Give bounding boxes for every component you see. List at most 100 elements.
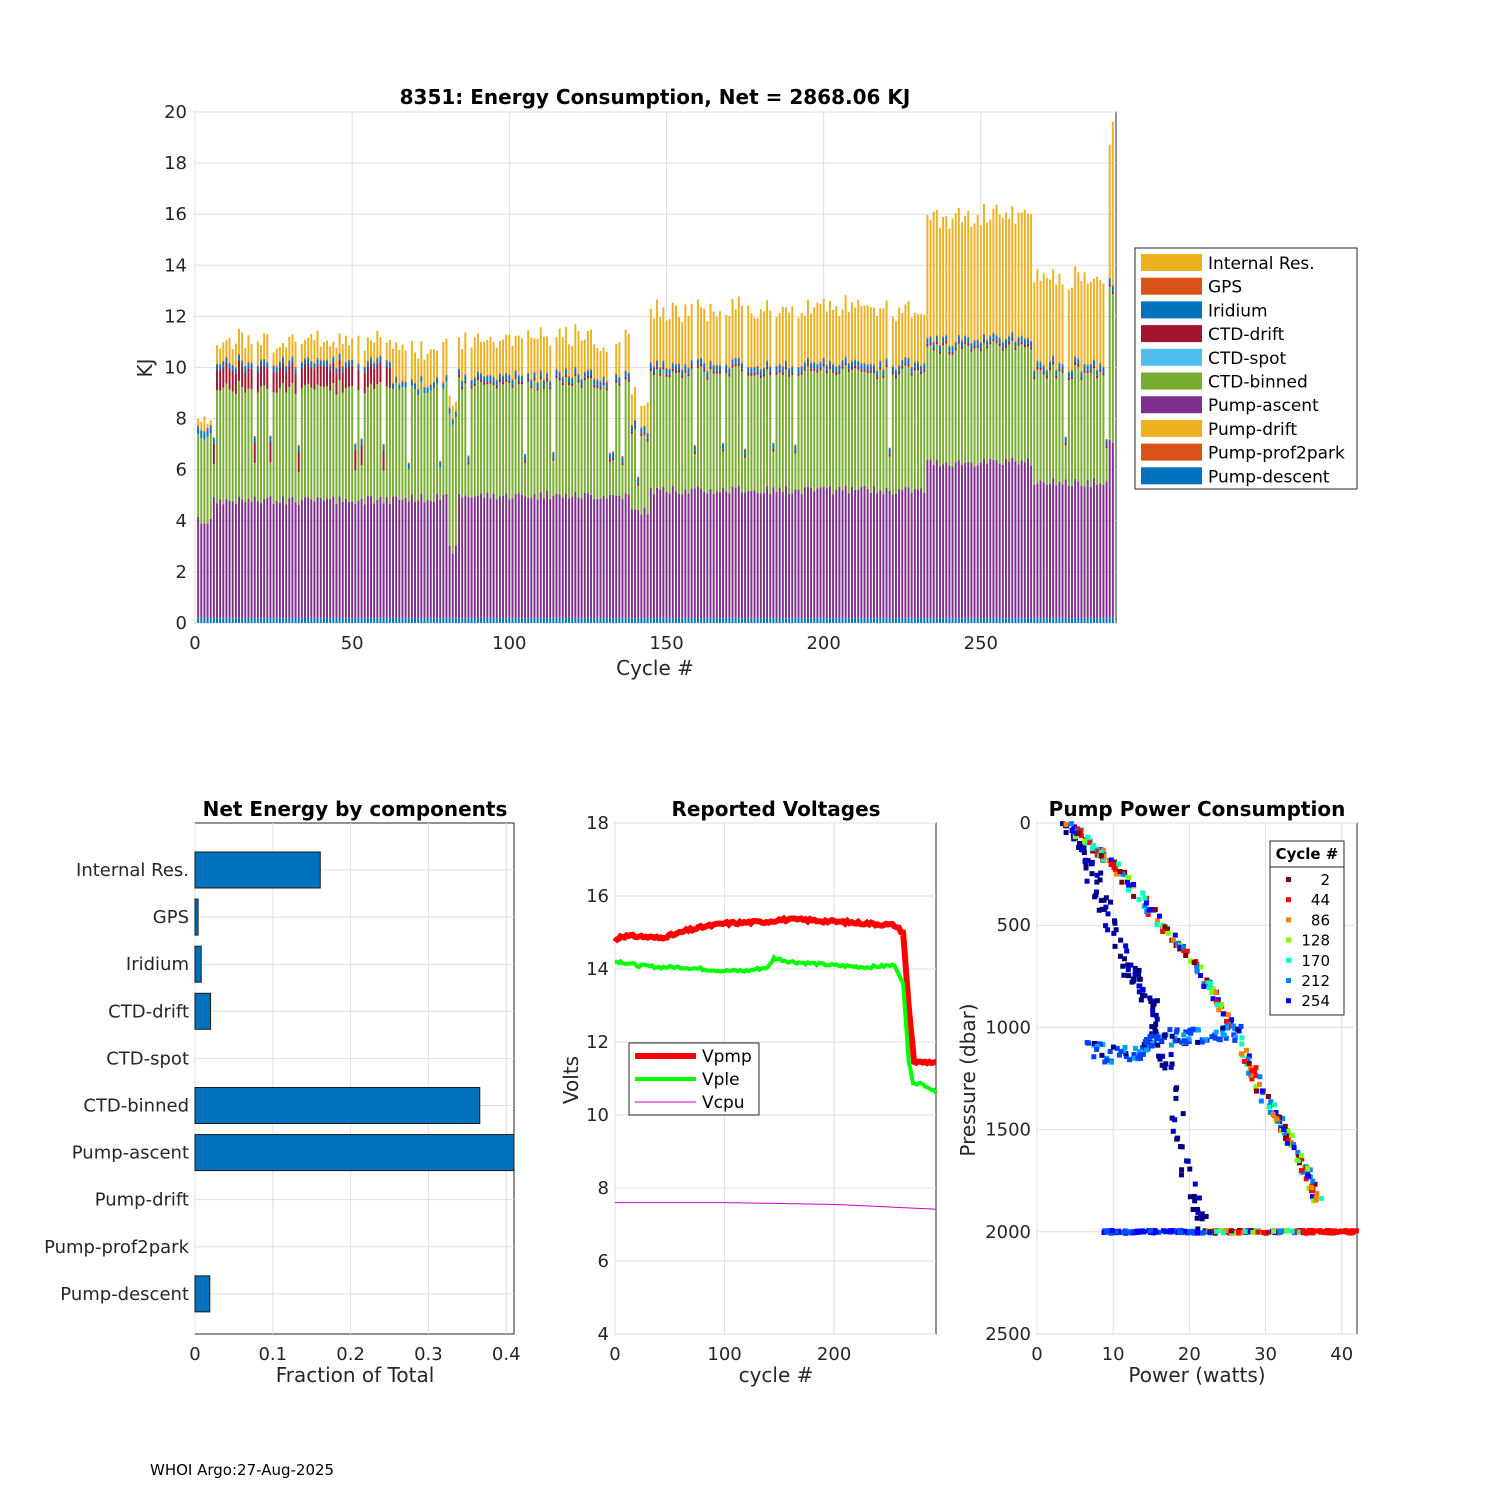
energy-bar-segment bbox=[907, 617, 910, 623]
energy-bar-segment bbox=[674, 372, 677, 492]
energy-bar-segment bbox=[464, 380, 467, 384]
energy-bar-segment bbox=[766, 366, 769, 370]
energy-bar-segment bbox=[307, 497, 310, 618]
energy-bar-segment bbox=[813, 363, 816, 369]
energy-bar-segment bbox=[1008, 341, 1011, 345]
energy-bar-segment bbox=[1102, 484, 1105, 618]
energy-bar-segment bbox=[266, 388, 269, 498]
energy-bar-segment bbox=[448, 395, 451, 408]
energy-bar-segment bbox=[678, 372, 681, 494]
scatter-point bbox=[1287, 1142, 1293, 1148]
energy-bar-segment bbox=[838, 316, 841, 365]
scatter-point bbox=[1150, 1007, 1156, 1013]
energy-bar-segment bbox=[586, 330, 589, 370]
energy-bar-segment bbox=[272, 366, 275, 372]
energy-bar-segment bbox=[445, 374, 448, 377]
scatter-point bbox=[1138, 997, 1144, 1003]
energy-bar-segment bbox=[326, 386, 328, 499]
energy-bar-segment bbox=[1102, 366, 1105, 368]
x-tick-label: 40 bbox=[1330, 1344, 1353, 1365]
scatter-point bbox=[1246, 1070, 1252, 1076]
energy-bar-segment bbox=[668, 493, 671, 618]
scatter-point bbox=[1114, 871, 1120, 877]
energy-bar-segment bbox=[668, 377, 671, 494]
energy-bar-segment bbox=[825, 370, 828, 374]
energy-bar-segment bbox=[731, 617, 734, 623]
energy-legend: Internal Res.GPSIridiumCTD-driftCTD-spot… bbox=[1134, 247, 1358, 490]
energy-bar-segment bbox=[200, 430, 203, 439]
energy-bar-segment bbox=[612, 452, 615, 458]
energy-bar-segment bbox=[517, 384, 520, 494]
energy-bar-segment bbox=[1096, 378, 1099, 485]
energy-bar-segment bbox=[728, 376, 731, 494]
scatter-point bbox=[1131, 893, 1137, 899]
energy-bar-segment bbox=[1074, 365, 1077, 479]
energy-bar-segment bbox=[998, 346, 1001, 464]
energy-bar-segment bbox=[690, 488, 693, 618]
energy-bar-segment bbox=[690, 368, 693, 489]
energy-bar-segment bbox=[876, 376, 879, 380]
energy-bar-segment bbox=[442, 382, 445, 384]
energy-bar-segment bbox=[891, 365, 894, 367]
energy-bar-segment bbox=[417, 500, 420, 618]
energy-bar-segment bbox=[247, 498, 250, 618]
energy-bar-segment bbox=[961, 346, 963, 349]
energy-bar-segment bbox=[932, 350, 935, 465]
energy-bar-segment bbox=[992, 460, 995, 618]
energy-bar-segment bbox=[838, 366, 841, 372]
scatter-point bbox=[1219, 1001, 1225, 1007]
scatter-point bbox=[1353, 1228, 1359, 1234]
energy-bar-segment bbox=[674, 305, 677, 365]
energy-bar-segment bbox=[1020, 212, 1023, 336]
energy-bar-segment bbox=[376, 499, 379, 618]
energy-bar-segment bbox=[879, 490, 882, 618]
energy-bar-segment bbox=[401, 499, 404, 618]
energy-bar-segment bbox=[835, 372, 838, 376]
energy-bar-segment bbox=[1049, 362, 1051, 368]
energy-bar-segment bbox=[920, 365, 923, 367]
energy-bar-segment bbox=[1014, 341, 1017, 343]
energy-bar-segment bbox=[731, 486, 734, 618]
y-tick-label: 18 bbox=[586, 813, 609, 834]
energy-bar-segment bbox=[992, 208, 995, 333]
energy-bar-segment bbox=[700, 617, 703, 623]
energy-bar-segment bbox=[1023, 344, 1026, 348]
scatter-point bbox=[1185, 1158, 1191, 1164]
energy-bar-segment bbox=[948, 346, 951, 352]
scatter-point bbox=[1201, 981, 1207, 987]
energy-bar-segment bbox=[665, 374, 668, 377]
scatter-point bbox=[1239, 1041, 1245, 1047]
energy-bar-segment bbox=[860, 617, 863, 623]
energy-bar-segment bbox=[813, 361, 816, 364]
scatter-point bbox=[1090, 842, 1096, 848]
energy-bar-segment bbox=[948, 228, 951, 346]
energy-bar-segment bbox=[627, 494, 630, 618]
energy-bar-segment bbox=[693, 617, 696, 623]
energy-bar-segment bbox=[652, 617, 655, 623]
energy-bar-segment bbox=[797, 366, 800, 369]
energy-bar-segment bbox=[511, 345, 514, 379]
energy-bar-segment bbox=[304, 384, 306, 498]
legend-swatch bbox=[1141, 277, 1202, 295]
energy-bar-segment bbox=[863, 371, 866, 486]
scatter-point bbox=[1194, 968, 1200, 974]
energy-bar-segment bbox=[630, 509, 633, 618]
scatter-point bbox=[1232, 1037, 1238, 1043]
energy-bar-segment bbox=[549, 380, 552, 382]
energy-bar-segment bbox=[797, 617, 800, 623]
energy-bar-segment bbox=[706, 370, 709, 373]
energy-bar-segment bbox=[1105, 440, 1108, 446]
scatter-point bbox=[1079, 841, 1085, 847]
energy-bar-segment bbox=[527, 617, 530, 623]
energy-bar-segment bbox=[857, 299, 860, 361]
energy-bar-segment bbox=[1020, 344, 1023, 461]
energy-bar-segment bbox=[1020, 341, 1023, 345]
energy-bar-segment bbox=[1039, 480, 1042, 618]
energy-bar-segment bbox=[439, 460, 442, 463]
energy-bar-segment bbox=[376, 363, 379, 385]
energy-bar-segment bbox=[857, 361, 860, 368]
energy-bar-segment bbox=[209, 420, 212, 425]
energy-bar-segment bbox=[602, 385, 605, 496]
energy-bar-segment bbox=[813, 617, 816, 623]
energy-bar-segment bbox=[1027, 617, 1029, 623]
